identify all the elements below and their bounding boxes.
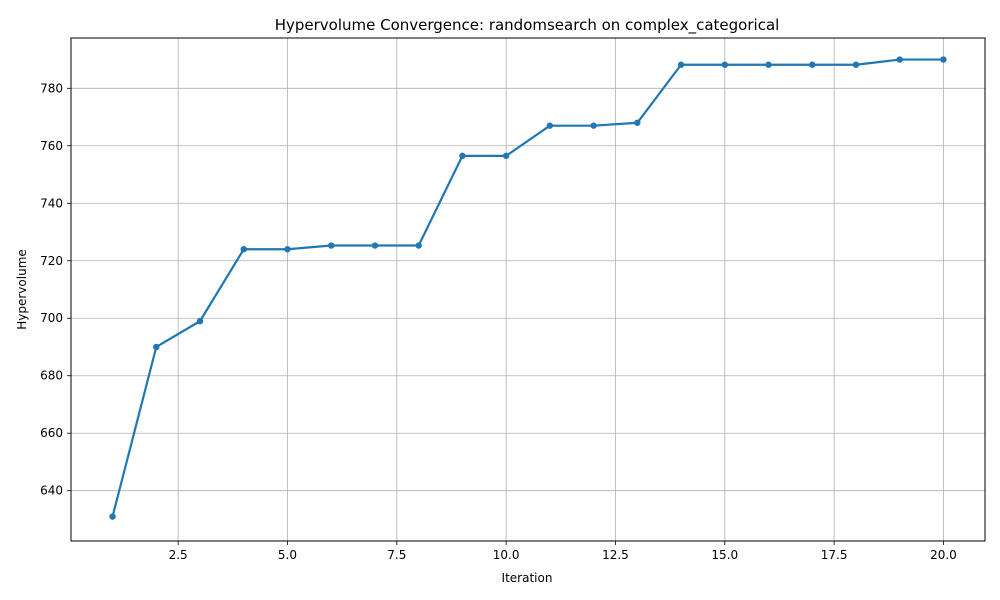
- data-point: [896, 56, 903, 63]
- x-tick-label: 20.0: [930, 548, 957, 562]
- series-line: [111, 58, 944, 517]
- x-tick-label: 7.5: [387, 548, 406, 562]
- y-tick-label: 700: [40, 311, 63, 325]
- series-layer: [109, 56, 947, 520]
- y-tick-label: 780: [40, 81, 63, 95]
- y-tick-label: 740: [40, 196, 63, 210]
- data-point: [502, 152, 510, 160]
- data-point: [196, 317, 204, 325]
- y-tick-label: 660: [40, 426, 63, 440]
- y-axis-title: Hypervolume: [15, 249, 29, 330]
- x-tick-label: 2.5: [169, 548, 188, 562]
- chart-title: Hypervolume Convergence: randomsearch on…: [275, 16, 780, 35]
- x-tick-label: 17.5: [821, 548, 848, 562]
- data-point: [852, 61, 860, 68]
- x-axis-title: Iteration: [502, 571, 553, 585]
- x-axis: 2.5 5.0 7.5 10.0 12.5 15.0 17.5 20.0: [169, 541, 957, 562]
- data-point: [240, 246, 247, 253]
- data-point: [459, 152, 466, 160]
- x-tick-label: 12.5: [602, 548, 629, 562]
- data-point: [284, 246, 291, 253]
- data-point: [765, 61, 772, 68]
- y-axis: 640 660 680 700 720 740 760 780: [40, 81, 71, 498]
- data-point: [590, 122, 597, 129]
- data-point: [721, 61, 728, 68]
- x-tick-label: 5.0: [278, 548, 297, 562]
- data-point: [546, 122, 554, 129]
- x-tick-label: 10.0: [493, 548, 520, 562]
- data-point: [415, 242, 422, 249]
- y-tick-label: 640: [40, 484, 63, 498]
- data-point: [328, 242, 335, 249]
- y-tick-label: 760: [40, 139, 63, 153]
- data-point: [677, 61, 685, 68]
- grid: [71, 38, 985, 541]
- data-point: [809, 61, 816, 68]
- data-point: [634, 119, 641, 126]
- x-tick-label: 15.0: [711, 548, 738, 562]
- data-point: [153, 343, 160, 351]
- data-point: [371, 242, 379, 249]
- y-tick-label: 680: [40, 369, 63, 383]
- plot-frame: [70, 37, 986, 542]
- y-tick-label: 720: [40, 254, 63, 268]
- data-point: [109, 513, 116, 520]
- data-point: [940, 56, 947, 63]
